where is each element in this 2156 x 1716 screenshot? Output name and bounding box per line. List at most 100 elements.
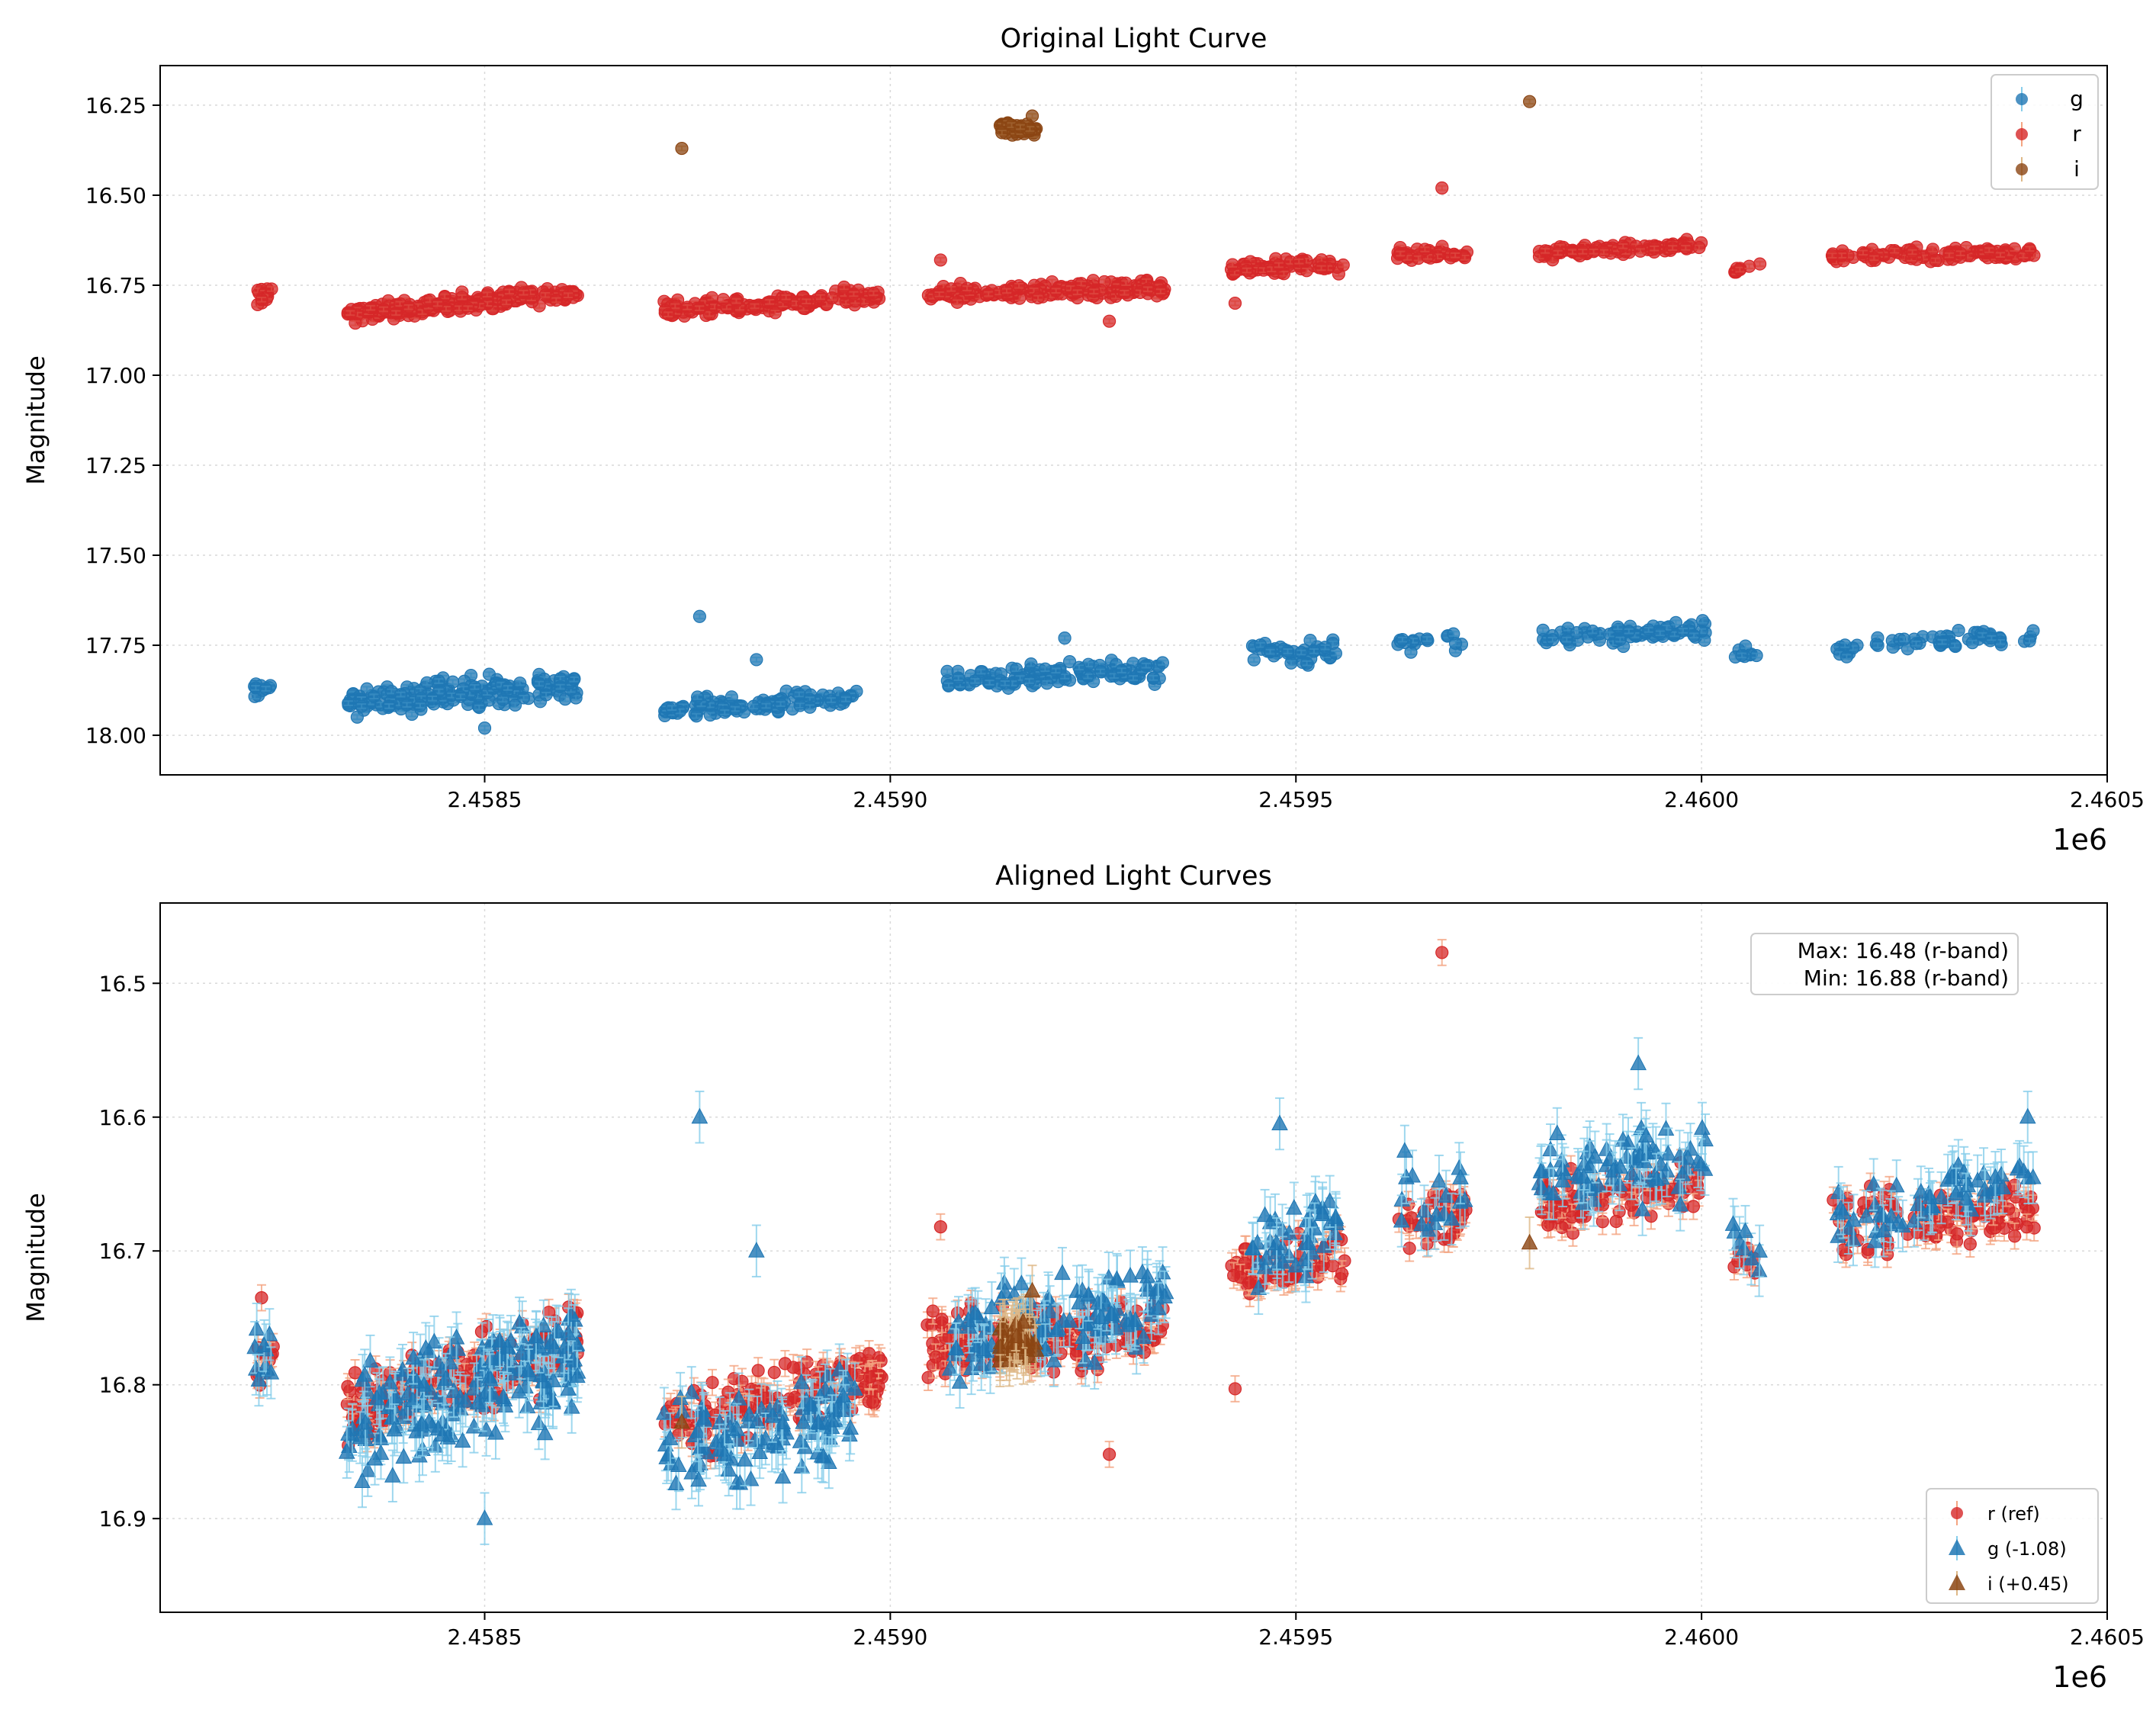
data-point — [941, 665, 953, 677]
data-point — [1118, 287, 1130, 299]
data-point — [1226, 259, 1239, 271]
data-point — [662, 308, 674, 320]
data-point — [725, 691, 737, 703]
data-point — [690, 710, 702, 722]
data-point — [1142, 283, 1154, 295]
data-point — [342, 697, 355, 709]
data-point — [502, 682, 514, 694]
data-point — [518, 692, 530, 704]
data-point — [562, 289, 574, 301]
data-point — [426, 693, 439, 705]
data-point — [1611, 621, 1624, 633]
data-point — [1337, 259, 1349, 272]
data-point — [1750, 650, 1762, 662]
data-point — [681, 301, 693, 313]
data-point — [351, 711, 363, 723]
data-point — [481, 288, 493, 300]
data-point — [945, 283, 957, 295]
series-g — [249, 610, 2039, 734]
data-point — [1547, 634, 1559, 646]
data-point — [1072, 286, 1084, 298]
data-point — [961, 282, 973, 294]
data-point — [1241, 265, 1253, 277]
data-point — [1570, 627, 1582, 639]
data-point — [1281, 645, 1293, 657]
data-point — [763, 296, 776, 308]
data-point — [432, 297, 444, 310]
data-point — [999, 677, 1011, 689]
data-point — [550, 294, 562, 307]
data-point — [953, 672, 965, 684]
data-point — [473, 702, 485, 714]
data-point — [800, 295, 812, 307]
data-point — [804, 701, 816, 713]
data-point — [403, 301, 415, 313]
data-point — [1936, 636, 1949, 648]
data-point — [1740, 640, 1752, 652]
data-point — [780, 291, 792, 304]
data-point — [1319, 641, 1332, 654]
data-point — [951, 296, 963, 308]
data-point — [1156, 657, 1168, 669]
data-point — [731, 295, 743, 307]
data-point — [1293, 255, 1305, 268]
data-point — [1872, 639, 1884, 651]
data-point — [355, 700, 368, 712]
data-point — [483, 668, 495, 680]
data-point — [1643, 624, 1655, 636]
data-point — [793, 688, 805, 700]
data-point — [692, 691, 704, 703]
data-point — [1586, 625, 1599, 638]
data-point — [704, 709, 716, 721]
data-point — [1654, 627, 1666, 639]
data-point — [769, 307, 781, 319]
data-point — [1898, 633, 1910, 645]
data-point — [1840, 651, 1852, 663]
data-point — [666, 702, 678, 714]
data-point — [365, 302, 377, 314]
data-point — [533, 677, 545, 689]
data-marks — [249, 95, 2040, 734]
data-point — [748, 300, 760, 312]
data-point — [1308, 645, 1320, 657]
data-point — [479, 722, 491, 734]
data-point — [1285, 657, 1297, 669]
data-point — [255, 294, 268, 306]
data-point — [554, 681, 567, 693]
data-point — [265, 283, 278, 295]
data-point — [1127, 672, 1139, 684]
data-point — [259, 683, 272, 695]
data-point — [1448, 628, 1460, 640]
data-point — [414, 699, 426, 712]
data-point — [1301, 657, 1313, 670]
data-point — [747, 700, 760, 712]
data-point — [1039, 663, 1051, 675]
data-point — [933, 288, 946, 300]
data-point — [1421, 633, 1433, 645]
data-point — [421, 676, 433, 689]
data-point — [1688, 629, 1700, 641]
data-point — [1147, 672, 1159, 684]
data-point — [1059, 632, 1071, 644]
data-point — [1985, 632, 1997, 644]
data-point — [1049, 664, 1062, 676]
data-point — [432, 675, 445, 687]
data-point — [1023, 675, 1036, 687]
data-point — [982, 288, 994, 300]
data-point — [456, 291, 468, 304]
data-point — [693, 610, 705, 622]
data-point — [1013, 280, 1025, 292]
data-point — [517, 287, 529, 299]
data-point — [718, 706, 731, 718]
data-point — [455, 690, 467, 702]
data-point — [1623, 625, 1635, 638]
data-point — [468, 681, 480, 693]
data-point — [1140, 660, 1152, 672]
data-point — [775, 698, 787, 710]
data-point — [1405, 646, 1417, 658]
data-point — [1094, 665, 1107, 677]
data-point — [840, 693, 852, 705]
